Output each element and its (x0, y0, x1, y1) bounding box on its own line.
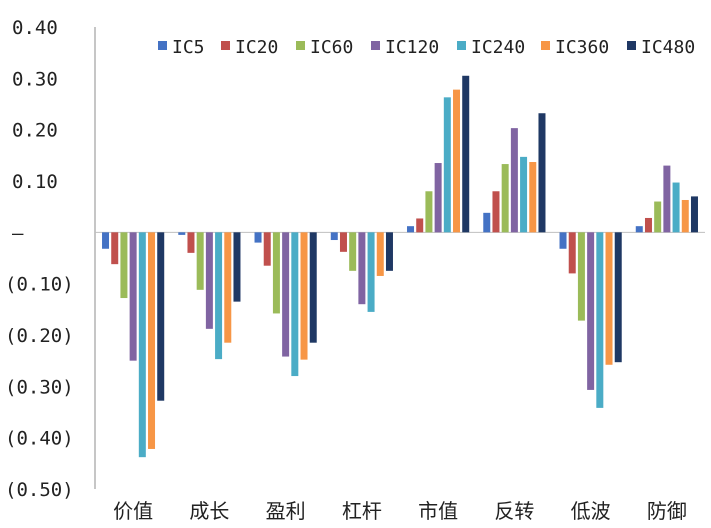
bar-ic5 (254, 232, 262, 243)
bar-ic120 (434, 163, 442, 233)
bar-ic480 (385, 232, 393, 271)
x-category-label: 市值 (418, 499, 458, 523)
bar-ic480 (233, 232, 241, 302)
y-tick-label: (0.40) (5, 428, 74, 450)
bar-ic360 (453, 89, 461, 233)
x-category-label: 低波 (571, 499, 611, 523)
y-tick-label: – (12, 222, 24, 244)
bar-ic5 (483, 212, 491, 233)
bar-ic120 (663, 165, 671, 233)
bar-ic360 (224, 232, 232, 343)
bar-ic480 (614, 232, 622, 363)
bar-ic20 (644, 217, 652, 233)
bar-ic120 (358, 232, 366, 305)
bar-ic360 (605, 232, 613, 365)
bar-ic5 (559, 232, 567, 249)
bar-ic60 (349, 232, 357, 271)
bar-ic5 (407, 226, 415, 233)
bar-ic240 (443, 97, 451, 233)
legend-label-ic120: IC120 (385, 37, 439, 58)
y-tick-label: (0.10) (5, 274, 74, 296)
bar-ic480 (690, 196, 698, 233)
bar-ic5 (330, 232, 338, 241)
y-tick-label: 0.20 (12, 120, 58, 142)
bar-ic480 (538, 113, 546, 233)
bar-ic5 (102, 232, 110, 249)
bar-ic60 (501, 164, 509, 233)
y-tick-label: (0.50) (5, 479, 74, 501)
y-axis-tick-labels: 0.40 0.30 0.20 0.10 – (0.10) (0.20) (0.30) (0.40… (5, 17, 74, 501)
legend-label-ic5: IC5 (172, 37, 205, 58)
x-category-label: 盈利 (266, 499, 306, 523)
x-category-label: 杠杆 (342, 499, 382, 523)
y-tick-label: 0.10 (12, 171, 58, 193)
bar-ic60 (654, 201, 662, 233)
bar-ic60 (196, 232, 204, 290)
bar-ic120 (282, 232, 290, 357)
legend-swatch-ic60 (296, 41, 305, 50)
bar-ic360 (148, 232, 156, 449)
bar-ic480 (309, 232, 317, 343)
bar-ic20 (492, 191, 500, 233)
bar-ic240 (672, 182, 680, 233)
bar-ic60 (272, 232, 280, 314)
bar-ic480 (157, 232, 165, 401)
legend-swatch-ic20 (221, 41, 230, 50)
bar-ic360 (376, 232, 384, 276)
bar-ic120 (205, 232, 213, 329)
bar-ic480 (462, 75, 470, 233)
bar-ic240 (520, 156, 528, 233)
bar-ic20 (187, 232, 195, 253)
bar-ic360 (529, 162, 537, 233)
bar-ic5 (178, 232, 186, 235)
bar-ic240 (215, 232, 223, 360)
bar-ic5 (635, 226, 643, 233)
y-tick-label: (0.30) (5, 376, 74, 398)
legend-swatch-ic240 (457, 41, 466, 50)
bars-group (102, 75, 698, 458)
bar-ic60 (120, 232, 128, 299)
bar-ic360 (681, 199, 689, 233)
y-tick-label: 0.30 (12, 68, 58, 90)
legend-swatch-ic480 (627, 41, 636, 50)
bar-ic240 (138, 232, 146, 458)
bar-ic240 (367, 232, 375, 312)
legend-label-ic480: IC480 (641, 37, 695, 58)
legend-swatch-ic360 (541, 41, 550, 50)
legend-label-ic60: IC60 (310, 37, 353, 58)
bar-ic20 (111, 232, 119, 265)
x-category-label: 防御 (647, 499, 687, 523)
bar-ic20 (339, 232, 347, 252)
bar-ic240 (596, 232, 604, 408)
legend-label-ic240: IC240 (471, 37, 525, 58)
legend: IC5 IC20 IC60 IC120 IC240 IC360 IC480 (158, 37, 695, 58)
legend-label-ic20: IC20 (235, 37, 278, 58)
legend-label-ic360: IC360 (555, 37, 609, 58)
bar-ic20 (568, 232, 576, 274)
bar-ic60 (577, 232, 585, 321)
legend-swatch-ic120 (371, 41, 380, 50)
bar-ic360 (300, 232, 308, 360)
x-category-label: 成长 (189, 499, 229, 523)
y-tick-label: (0.20) (5, 325, 74, 347)
bar-ic240 (291, 232, 299, 377)
x-axis-category-labels: 价值 成长 盈利 杠杆 市值 反转 低波 防御 (113, 499, 687, 523)
x-category-label: 价值 (113, 499, 153, 523)
y-tick-label: 0.40 (12, 17, 58, 39)
bar-ic120 (587, 232, 595, 390)
x-category-label: 反转 (494, 499, 534, 523)
legend-swatch-ic5 (158, 41, 167, 50)
bar-ic20 (416, 218, 424, 233)
bar-ic20 (263, 232, 271, 266)
bar-ic120 (129, 232, 137, 361)
bar-ic120 (510, 128, 518, 233)
bar-ic60 (425, 191, 433, 233)
